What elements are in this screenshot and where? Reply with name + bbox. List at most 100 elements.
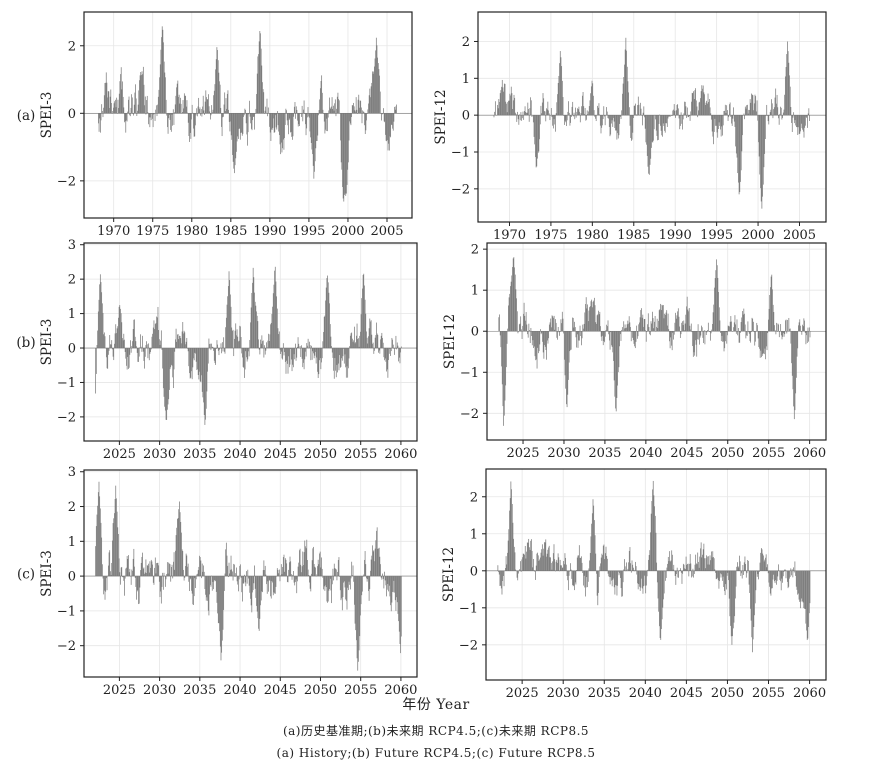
spei-bar [711, 115, 712, 120]
spei-bar [738, 115, 739, 183]
spei-bar [100, 113, 102, 121]
spei-bar [103, 576, 105, 591]
spei-bar [679, 115, 681, 130]
spei-bar [232, 113, 233, 155]
spei-bar [277, 328, 279, 349]
spei-bar [551, 115, 553, 117]
spei-bar [221, 576, 223, 653]
spei-bar [301, 572, 302, 577]
spei-bar [569, 331, 571, 352]
spei-bar [106, 576, 108, 591]
spei-bar [320, 567, 322, 577]
spei-bar [543, 331, 545, 359]
spei-bar [95, 348, 97, 394]
spei-bar [592, 301, 594, 332]
spei-bar [206, 348, 208, 392]
spei-bar [271, 113, 273, 130]
spei-bar [663, 318, 665, 332]
spei-bar [565, 115, 567, 123]
spei-bar [590, 536, 592, 571]
spei-bar [784, 94, 786, 116]
spei-bar [147, 112, 149, 114]
spei-bar [322, 576, 324, 578]
spei-bar [648, 115, 650, 175]
spei-bar [620, 570, 621, 578]
spei-bar [766, 567, 768, 571]
spei-bar [725, 570, 727, 585]
spei-bar [777, 323, 779, 332]
spei-bar [762, 115, 764, 185]
y-tick-label: −1 [451, 146, 470, 161]
spei-bar [251, 576, 253, 613]
spei-bar [234, 330, 236, 349]
spei-bar [790, 331, 792, 344]
spei-bar [323, 331, 324, 349]
spei-bar [647, 569, 649, 571]
x-tick-label: 2050 [304, 683, 337, 698]
spei-bar [351, 113, 352, 118]
spei-bar [129, 113, 131, 117]
spei-bar [748, 331, 749, 333]
spei-bar [752, 321, 754, 332]
spei-bar [512, 258, 514, 332]
spei-bar [247, 113, 249, 133]
spei-bar [317, 348, 319, 378]
spei-bar [250, 113, 252, 124]
spei-bar [587, 114, 589, 116]
x-tick-label: 1985 [617, 228, 650, 243]
spei-bar [101, 564, 103, 577]
spei-bar [777, 570, 779, 577]
spei-bar [398, 348, 400, 358]
spei-bar [130, 340, 131, 349]
spei-bar [768, 570, 770, 583]
spei-bar [127, 558, 129, 577]
spei-bar [576, 331, 578, 348]
spei-bar [142, 348, 144, 352]
spei-bar [174, 348, 176, 352]
spei-bar [211, 576, 213, 591]
spei-bar [783, 331, 784, 334]
spei-bar [617, 570, 619, 586]
spei-bar [753, 110, 754, 116]
spei-bar [152, 564, 153, 577]
spei-bar [720, 115, 722, 137]
spei-bar [628, 107, 630, 116]
spei-bar [729, 321, 731, 332]
spei-bar [225, 542, 227, 577]
spei-bar [194, 113, 196, 137]
spei-bar [113, 518, 115, 577]
spei-bar [764, 331, 766, 349]
spei-bar [691, 101, 692, 116]
spei-bar [778, 115, 780, 125]
spei-bar [550, 562, 552, 571]
spei-bar [251, 113, 253, 131]
spei-bar [527, 102, 529, 116]
spei-bar [147, 565, 149, 577]
spei-bar [329, 576, 330, 590]
spei-bar [518, 324, 520, 332]
spei-bar [575, 115, 577, 118]
spei-bar [589, 552, 591, 571]
spei-bar [537, 552, 538, 571]
spei-bar [654, 321, 655, 332]
spei-bar [701, 557, 703, 571]
spei-bar [632, 331, 633, 338]
spei-bar [283, 348, 285, 356]
spei-bar [530, 100, 532, 116]
spei-bar [335, 568, 336, 577]
spei-bar [645, 570, 647, 594]
spei-bar [392, 576, 393, 592]
spei-bar [651, 323, 653, 332]
spei-bar [712, 323, 713, 332]
spei-bar [581, 562, 583, 571]
spei-bar [290, 348, 292, 360]
spei-bar [641, 308, 642, 332]
spei-bar [725, 113, 727, 116]
spei-bar [640, 108, 642, 116]
spei-bar [752, 318, 754, 332]
spei-bar [179, 335, 180, 349]
spei-bar [502, 87, 504, 116]
spei-bar [780, 570, 782, 591]
spei-bar [763, 115, 765, 168]
spei-bar [199, 557, 201, 577]
